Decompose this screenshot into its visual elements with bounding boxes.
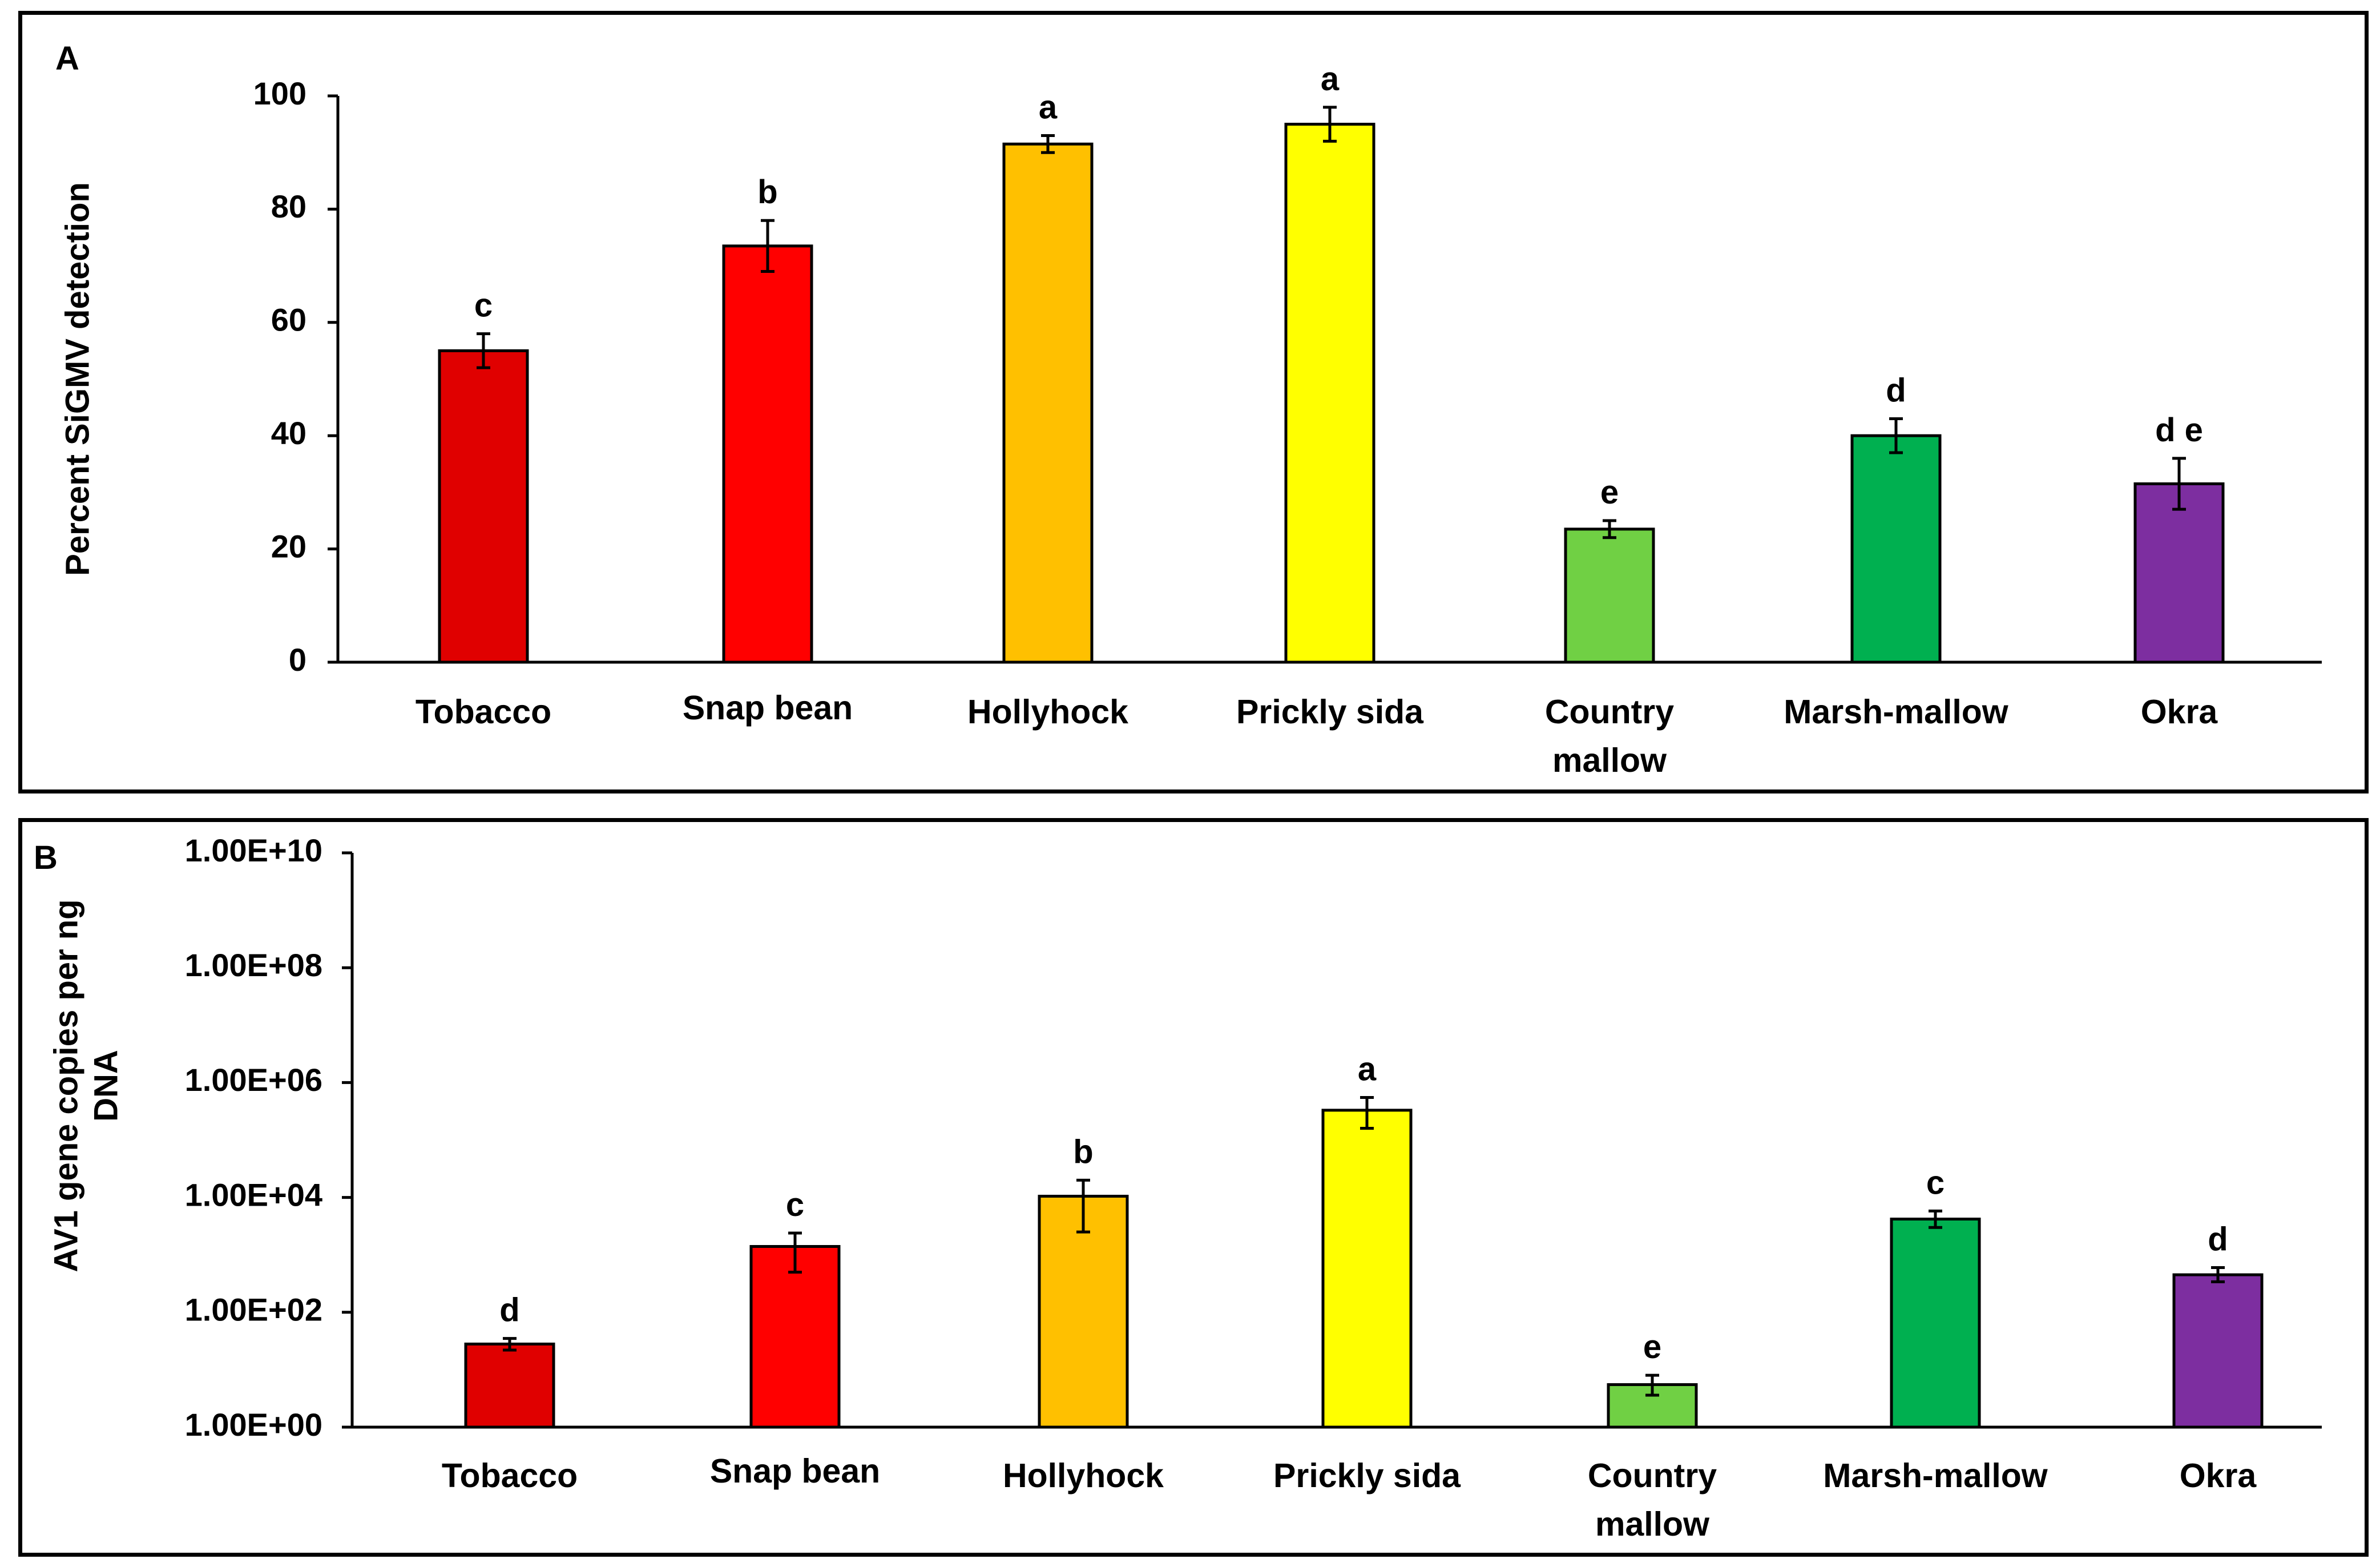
significance-letter: c	[1926, 1164, 1945, 1201]
bar-4	[1321, 1109, 1413, 1429]
significance-letter: d e	[2155, 412, 2203, 449]
bar-1	[464, 1342, 555, 1429]
bar-4	[1284, 123, 1375, 664]
y-axis-title: DNA	[87, 1050, 124, 1122]
y-tick-label: 0	[289, 642, 306, 678]
category-label: mallow	[1552, 742, 1667, 779]
y-axis-title: Percent SiGMV detection	[59, 182, 96, 576]
significance-letter: d	[1886, 372, 1906, 409]
chart-b: B AV1 gene copies per ng DNA 1.00E+00 1.00E+…	[34, 832, 2322, 1543]
y-tick-label: 1.00E+04	[185, 1177, 322, 1212]
significance-letter: a	[1358, 1051, 1377, 1088]
category-label: mallow	[1595, 1505, 1709, 1543]
category-label: Hollyhock	[1003, 1457, 1164, 1495]
significance-letter: a	[1039, 88, 1058, 126]
significance-letter: c	[786, 1186, 804, 1223]
category-label: Tobacco	[416, 693, 551, 731]
bar-7	[2172, 1273, 2264, 1429]
y-tick-label: 40	[271, 415, 306, 451]
y-tick-label: 60	[271, 302, 306, 338]
significance-letter: e	[1600, 474, 1619, 511]
y-axis-title: AV1 gene copies per ng	[47, 899, 84, 1272]
y-tick-label: 100	[253, 75, 306, 111]
category-label: Country	[1545, 693, 1674, 731]
significance-letter: d	[2208, 1221, 2228, 1258]
y-tick-label: 1.00E+02	[185, 1292, 322, 1328]
bar-6	[1850, 434, 1942, 664]
y-tick-label: 1.00E+08	[185, 947, 322, 983]
bar-2	[749, 1244, 841, 1429]
y-tick-label: 1.00E+00	[185, 1407, 322, 1443]
category-label: Hollyhock	[967, 693, 1128, 731]
category-label: Country	[1588, 1457, 1717, 1495]
panel-label: B	[34, 839, 58, 876]
category-label: Marsh-mallow	[1823, 1457, 2048, 1495]
significance-letter: b	[757, 174, 777, 211]
bar-7	[2133, 482, 2225, 664]
category-label: Prickly sida	[1236, 693, 1424, 731]
significance-letter: d	[499, 1292, 519, 1329]
y-tick-label: 1.00E+10	[185, 832, 322, 868]
significance-letter: a	[1321, 61, 1340, 98]
category-label: Prickly sida	[1273, 1457, 1461, 1495]
y-tick-label: 1.00E+06	[185, 1062, 322, 1098]
category-label: Okra	[2141, 693, 2218, 731]
bar-3	[1002, 142, 1094, 664]
panel-b-frame	[18, 818, 2369, 1557]
category-label: Tobacco	[442, 1457, 578, 1495]
y-tick-label: 20	[271, 528, 306, 564]
significance-letter: b	[1073, 1133, 1093, 1170]
significance-letter: e	[1643, 1328, 1661, 1365]
category-label: Marsh-mallow	[1784, 693, 2008, 731]
significance-letter: c	[474, 287, 493, 324]
category-label: Snap bean	[710, 1452, 880, 1490]
y-tick-label: 80	[271, 188, 306, 224]
bar-5	[1564, 527, 1655, 664]
category-label: Okra	[2180, 1457, 2257, 1495]
bar-6	[1890, 1218, 1981, 1429]
chart-a: A Percent SiGMV detection 0 20 40 60 80 100 c Tob…	[55, 40, 2322, 779]
category-label: Snap bean	[683, 689, 853, 727]
panel-label: A	[55, 40, 79, 77]
bar-2	[722, 244, 813, 664]
bar-1	[438, 349, 529, 664]
